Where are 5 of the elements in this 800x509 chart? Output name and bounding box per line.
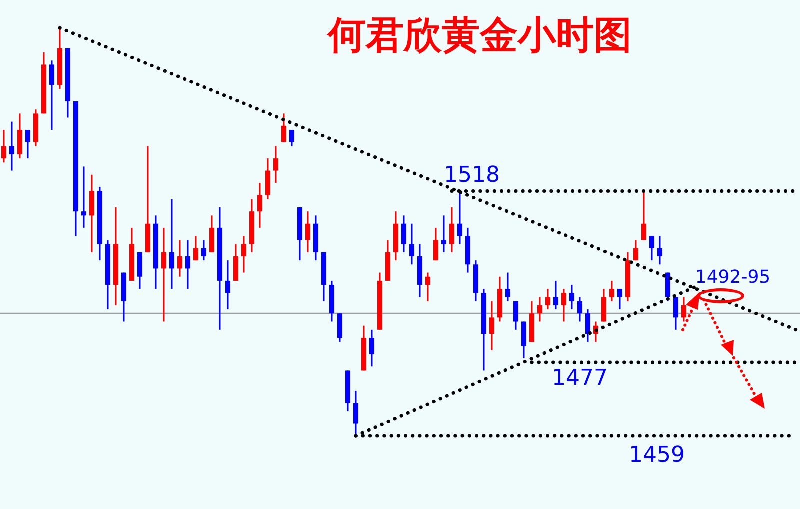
annotation: 1477	[552, 366, 608, 391]
annotation: 1518	[444, 163, 500, 188]
annotation: 1492-95	[695, 267, 771, 288]
chart-title: 何君欣黄金小时图	[326, 12, 632, 57]
text: 1459	[629, 443, 685, 468]
